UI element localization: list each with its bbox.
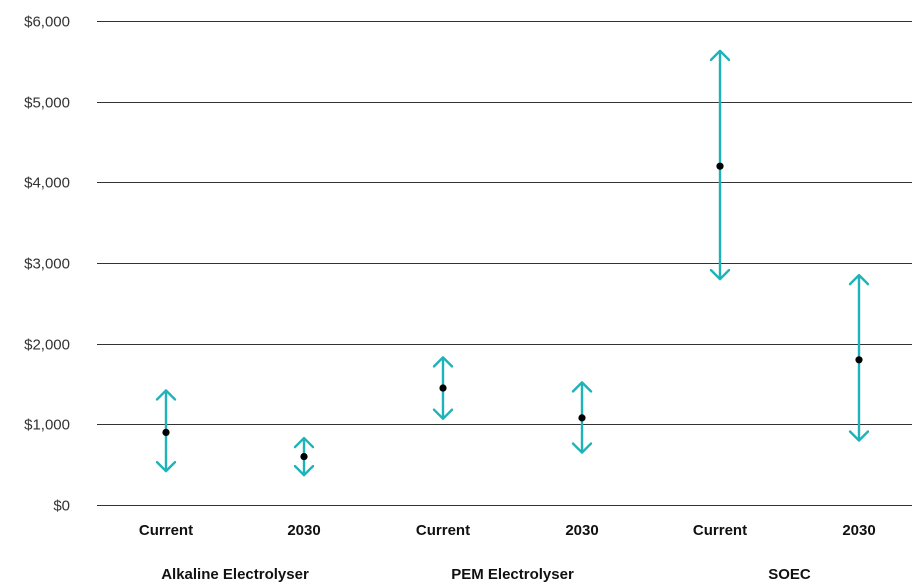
range-low-arrowhead xyxy=(155,460,177,473)
range-low-arrowhead xyxy=(848,430,870,442)
midpoint-marker xyxy=(578,414,586,422)
range-low-arrowhead xyxy=(432,408,454,420)
range-mark xyxy=(848,273,870,442)
x-category-label: 2030 xyxy=(287,522,320,539)
x-group-label: SOEC xyxy=(768,566,811,583)
x-group-label: Alkaline Electrolyser xyxy=(161,566,309,583)
x-axis-groups: Alkaline Electrolyser PEM Electrolyser SOE… xyxy=(161,566,811,583)
range-high-arrowhead xyxy=(709,49,731,62)
y-tick-label: $6,000 xyxy=(24,14,70,31)
range-mark xyxy=(709,49,731,281)
y-tick-label: $4,000 xyxy=(24,175,70,192)
x-category-label: Current xyxy=(416,522,470,539)
midpoint-marker xyxy=(300,453,308,461)
y-tick-label: $3,000 xyxy=(24,256,70,273)
range-low-arrowhead xyxy=(293,464,315,477)
range-high-arrowhead xyxy=(155,389,177,401)
midpoint-marker xyxy=(162,428,170,436)
y-tick-label: $5,000 xyxy=(24,95,70,112)
range-high-arrowhead xyxy=(848,273,870,286)
range-mark xyxy=(571,381,593,454)
range-high-arrowhead xyxy=(432,356,454,368)
midpoint-marker xyxy=(855,356,863,364)
range-low-arrowhead xyxy=(571,442,593,454)
range-low-arrowhead xyxy=(709,268,731,281)
x-category-label: Current xyxy=(139,522,193,539)
x-axis-categories: Current 2030 Current 2030 Current 2030 xyxy=(139,522,876,539)
range-mark xyxy=(432,356,454,420)
range-mark xyxy=(155,389,177,473)
y-tick-label: $1,000 xyxy=(24,417,70,434)
y-axis-ticks: $0 $1,000 $2,000 $3,000 $4,000 $5,000 $6,000 xyxy=(24,14,70,515)
x-category-label: Current xyxy=(693,522,747,539)
x-category-label: 2030 xyxy=(565,522,598,539)
midpoint-marker xyxy=(439,384,447,392)
y-tick-label: $0 xyxy=(53,498,70,515)
range-high-arrowhead xyxy=(293,436,315,449)
x-group-label: PEM Electrolyser xyxy=(451,566,574,583)
gridlines xyxy=(97,21,912,506)
y-tick-label: $2,000 xyxy=(24,337,70,354)
x-category-label: 2030 xyxy=(842,522,875,539)
midpoint-marker xyxy=(716,162,724,170)
range-series xyxy=(155,49,870,477)
range-mark xyxy=(293,436,315,477)
range-high-arrowhead xyxy=(571,381,593,393)
